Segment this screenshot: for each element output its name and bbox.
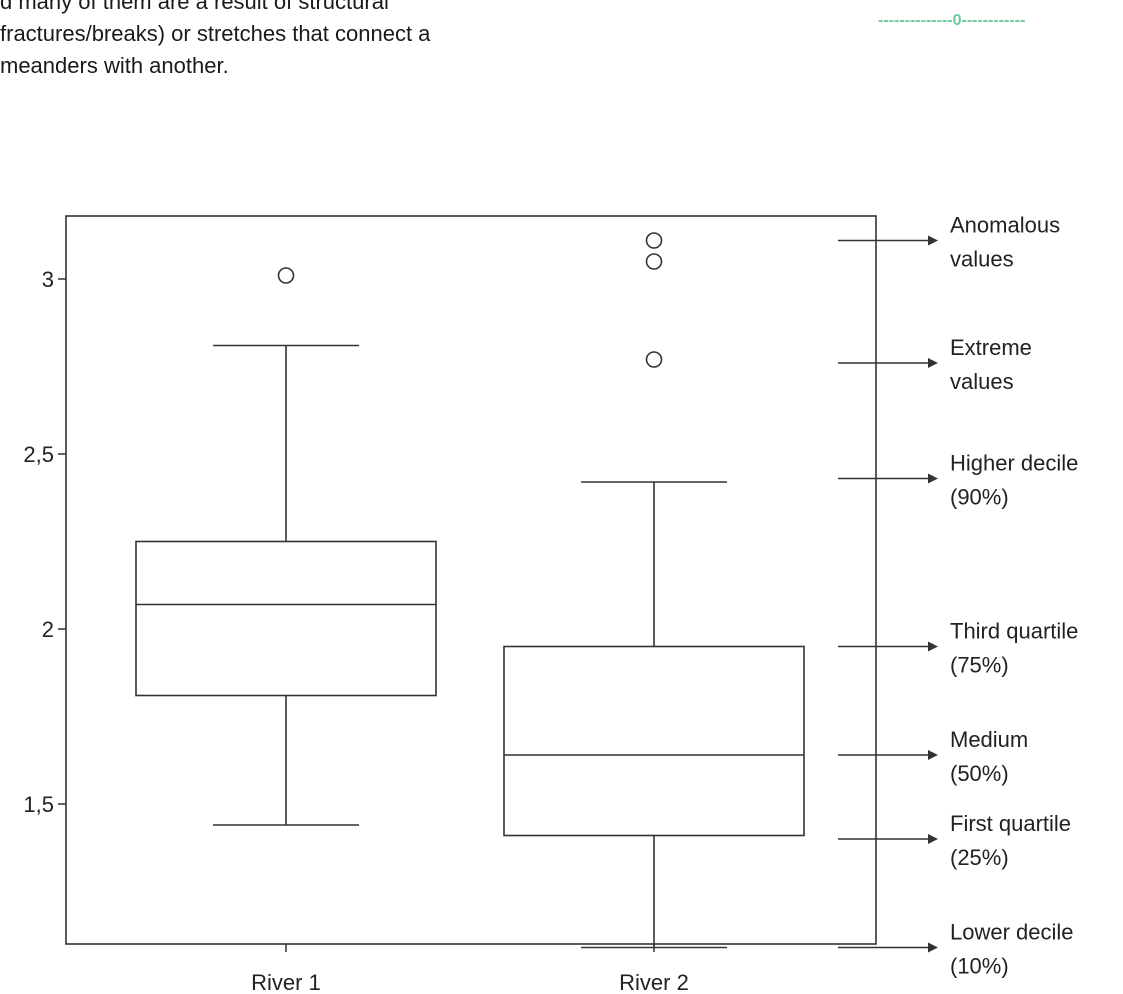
text-line: fractures/breaks) or stretches that conn… [0, 21, 431, 46]
outlier-point [645, 232, 663, 249]
x-tick-label: River 1 [251, 970, 321, 994]
legend-label: Extreme [950, 335, 1032, 360]
legend-arrow-head [928, 641, 938, 652]
plot-frame [65, 215, 877, 945]
legend-arrow-head [928, 942, 938, 953]
legend-label: Third quartile [950, 619, 1078, 644]
legend-label-detail: (25%) [950, 845, 1009, 870]
legend-arrow-head [928, 834, 938, 844]
legend-label-detail: (90%) [950, 485, 1009, 510]
legend-arrow-head [928, 473, 938, 484]
legend-label-detail: (50%) [950, 761, 1009, 786]
text-line: meanders with another. [0, 53, 229, 78]
iqr-box [135, 540, 437, 697]
outlier-point [277, 267, 295, 284]
iqr-box [503, 645, 805, 837]
outlier-point [645, 253, 663, 270]
legend-label-detail: values [950, 369, 1014, 394]
legend-label-detail: values [950, 247, 1014, 272]
legend-arrow-head [928, 235, 938, 246]
legend-label: Anomalous [950, 213, 1060, 238]
x-tick-label: River 2 [619, 970, 689, 994]
page-marker: --------------0------------ [878, 12, 1026, 29]
legend-arrow-head [928, 750, 938, 760]
legend-label: Medium [950, 727, 1028, 752]
legend-label: Higher decile [950, 451, 1078, 476]
legend-label: Lower decile [950, 920, 1074, 945]
y-tick-label: 2,5 [23, 442, 54, 467]
document-text: d many of them are a result of structura… [0, 0, 560, 82]
legend-label: First quartile [950, 811, 1071, 836]
y-tick-label: 1,5 [23, 792, 54, 817]
legend-label-detail: (10%) [950, 954, 1009, 979]
y-tick-label: 2 [42, 617, 54, 642]
outlier-point [645, 351, 663, 368]
y-tick-label: 3 [42, 267, 54, 292]
legend-label-detail: (75%) [950, 653, 1009, 678]
text-line: d many of them are a result of structura… [0, 0, 389, 14]
legend-arrow-head [928, 358, 938, 368]
